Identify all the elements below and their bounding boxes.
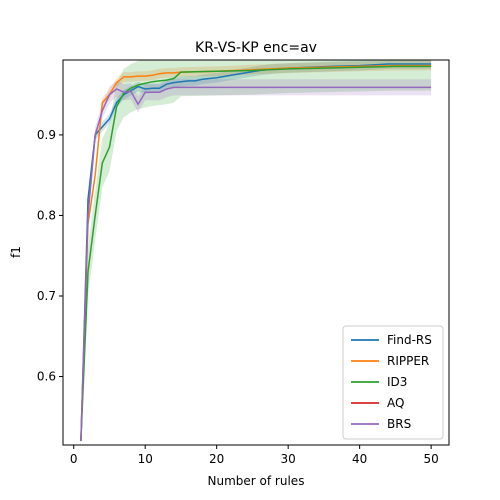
y-tick-label: 0.6 xyxy=(37,370,56,384)
chart-title: KR-VS-KP enc=av xyxy=(195,40,317,56)
x-tick-label: 30 xyxy=(281,452,296,466)
y-tick-label: 0.9 xyxy=(37,128,56,142)
y-tick-label: 0.8 xyxy=(37,208,56,222)
x-tick-label: 40 xyxy=(352,452,367,466)
legend: Find-RS RIPPER ID3 AQ BRS xyxy=(342,325,444,440)
series-lines xyxy=(80,63,432,442)
legend-label: BRS xyxy=(387,417,411,431)
legend-box xyxy=(342,325,444,440)
x-axis-ticks: 0 10 20 30 40 50 xyxy=(70,445,439,466)
x-tick-label: 10 xyxy=(138,452,153,466)
y-tick-label: 0.7 xyxy=(37,289,56,303)
x-tick-label: 20 xyxy=(209,452,224,466)
x-axis-label: Number of rules xyxy=(208,474,305,488)
x-tick-label: 50 xyxy=(423,452,438,466)
series-line-brs xyxy=(80,86,432,442)
series-line-ripper xyxy=(80,64,432,442)
legend-label: Find-RS xyxy=(387,333,432,347)
legend-label: ID3 xyxy=(387,375,407,389)
legend-label: AQ xyxy=(387,396,404,410)
y-axis-label: f1 xyxy=(9,246,23,258)
plot-frame xyxy=(62,59,450,446)
y-axis-ticks: 0.6 0.7 0.8 0.9 xyxy=(37,128,63,384)
confidence-bands xyxy=(80,60,432,446)
series-line-id3 xyxy=(80,65,432,442)
band-id3 xyxy=(80,60,432,445)
x-tick-label: 0 xyxy=(70,452,78,466)
legend-label: RIPPER xyxy=(387,354,429,368)
